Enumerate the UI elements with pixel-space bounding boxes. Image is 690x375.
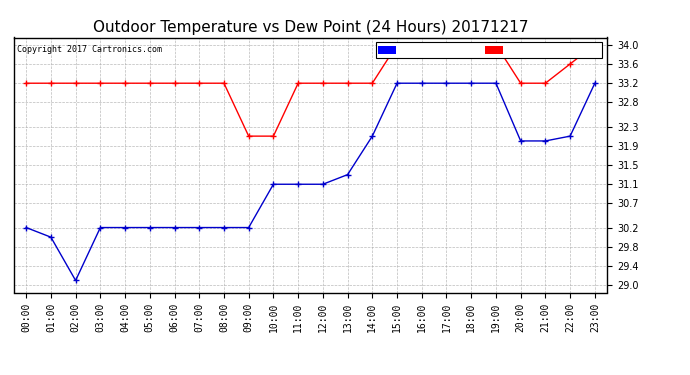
Dew Point (°F): [170, 225, 179, 230]
Temperature (°F): [146, 81, 154, 86]
Temperature (°F): [442, 42, 451, 47]
Dew Point (°F): [121, 225, 129, 230]
Dew Point (°F): [319, 182, 327, 186]
Dew Point (°F): [591, 81, 599, 86]
Temperature (°F): [368, 81, 377, 86]
Legend: Dew Point (°F), Temperature (°F): Dew Point (°F), Temperature (°F): [375, 42, 602, 58]
Dew Point (°F): [393, 81, 401, 86]
Dew Point (°F): [47, 235, 55, 239]
Temperature (°F): [566, 62, 574, 66]
Dew Point (°F): [417, 81, 426, 86]
Dew Point (°F): [566, 134, 574, 138]
Dew Point (°F): [541, 139, 549, 143]
Line: Dew Point (°F): Dew Point (°F): [23, 80, 598, 283]
Temperature (°F): [319, 81, 327, 86]
Dew Point (°F): [517, 139, 525, 143]
Temperature (°F): [170, 81, 179, 86]
Dew Point (°F): [244, 225, 253, 230]
Dew Point (°F): [146, 225, 154, 230]
Temperature (°F): [393, 42, 401, 47]
Dew Point (°F): [22, 225, 30, 230]
Temperature (°F): [244, 134, 253, 138]
Temperature (°F): [591, 42, 599, 47]
Temperature (°F): [269, 134, 277, 138]
Dew Point (°F): [442, 81, 451, 86]
Dew Point (°F): [368, 134, 377, 138]
Temperature (°F): [47, 81, 55, 86]
Text: Copyright 2017 Cartronics.com: Copyright 2017 Cartronics.com: [17, 45, 161, 54]
Temperature (°F): [220, 81, 228, 86]
Dew Point (°F): [344, 172, 352, 177]
Dew Point (°F): [492, 81, 500, 86]
Dew Point (°F): [269, 182, 277, 186]
Temperature (°F): [517, 81, 525, 86]
Dew Point (°F): [220, 225, 228, 230]
Dew Point (°F): [72, 278, 80, 283]
Temperature (°F): [121, 81, 129, 86]
Title: Outdoor Temperature vs Dew Point (24 Hours) 20171217: Outdoor Temperature vs Dew Point (24 Hou…: [92, 20, 529, 35]
Temperature (°F): [541, 81, 549, 86]
Dew Point (°F): [467, 81, 475, 86]
Dew Point (°F): [195, 225, 204, 230]
Temperature (°F): [72, 81, 80, 86]
Dew Point (°F): [294, 182, 302, 186]
Temperature (°F): [467, 42, 475, 47]
Temperature (°F): [22, 81, 30, 86]
Dew Point (°F): [96, 225, 104, 230]
Line: Temperature (°F): Temperature (°F): [23, 42, 598, 139]
Temperature (°F): [417, 42, 426, 47]
Temperature (°F): [294, 81, 302, 86]
Temperature (°F): [344, 81, 352, 86]
Temperature (°F): [96, 81, 104, 86]
Temperature (°F): [492, 42, 500, 47]
Temperature (°F): [195, 81, 204, 86]
